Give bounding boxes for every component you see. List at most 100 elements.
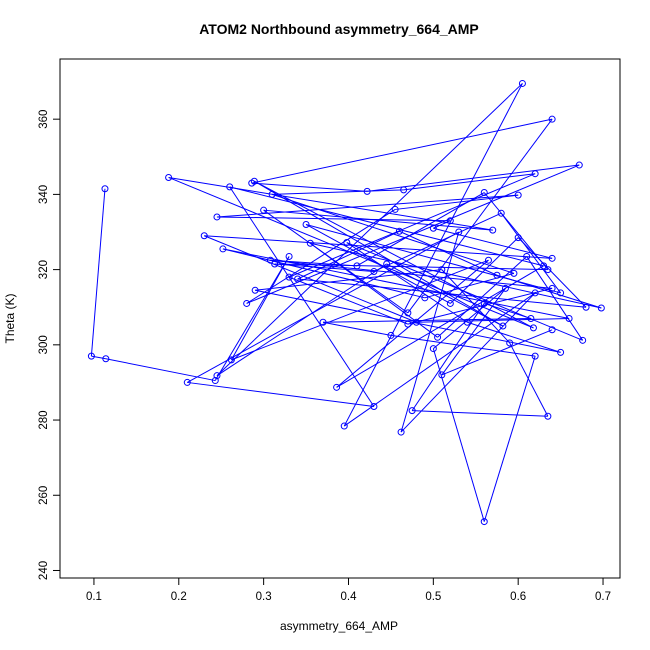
- data-point: [387, 331, 395, 339]
- data-point: [527, 315, 535, 322]
- data-point: [87, 352, 95, 360]
- data-point: [400, 186, 408, 194]
- series-line-segment: [411, 303, 485, 411]
- x-tick-label: 0.4: [340, 591, 357, 603]
- x-tick-label: 0.5: [425, 591, 441, 603]
- data-point: [102, 355, 110, 363]
- data-point: [319, 318, 327, 326]
- series-line-segment: [216, 194, 519, 218]
- series-line-segment: [229, 186, 544, 267]
- x-tick-label: 0.1: [86, 591, 102, 603]
- series-line-segment: [336, 265, 544, 388]
- series-line-segment: [437, 256, 528, 338]
- series-line-segment: [441, 329, 553, 376]
- data-series-layer: [87, 79, 605, 526]
- x-axis: 0.1 0.2 0.3 0.4 0.5 0.6 0.7: [86, 578, 611, 603]
- data-point: [463, 318, 471, 326]
- data-point: [557, 348, 565, 356]
- data-point: [489, 226, 497, 234]
- series-line-segment: [346, 242, 468, 323]
- series-line-segment: [90, 188, 106, 357]
- data-point: [484, 256, 492, 264]
- data-point: [306, 239, 314, 247]
- series-line-segment: [204, 235, 417, 323]
- data-point: [226, 183, 234, 191]
- series-line-segment: [517, 237, 587, 308]
- series-line-segment: [246, 164, 580, 304]
- data-point: [363, 187, 371, 195]
- series-line-segment: [274, 263, 374, 272]
- series-line-segment: [251, 182, 368, 192]
- data-point: [266, 256, 274, 264]
- y-tick-label: 320: [38, 260, 50, 279]
- series-line-segment: [346, 242, 583, 341]
- data-point: [497, 209, 505, 217]
- series-line-segment: [467, 321, 561, 353]
- series-line-segment: [187, 381, 375, 408]
- data-point: [544, 412, 552, 420]
- series-line-segment: [399, 230, 498, 276]
- data-point: [395, 227, 403, 235]
- data-point: [421, 294, 429, 302]
- series-line-segment: [500, 212, 562, 294]
- data-point: [251, 286, 259, 294]
- data-point: [165, 173, 173, 181]
- data-point: [408, 407, 416, 415]
- series-line-segment: [230, 256, 290, 361]
- data-point: [268, 190, 276, 198]
- series-line-segment: [168, 176, 493, 231]
- series-line-segment: [412, 410, 548, 417]
- y-tick-label: 240: [38, 561, 50, 580]
- series-line-segment: [272, 189, 404, 195]
- series-line-segment: [433, 227, 553, 259]
- series-line-segment: [483, 355, 536, 522]
- data-point: [446, 217, 454, 225]
- series-line-segment: [288, 173, 536, 278]
- data-point: [523, 252, 531, 260]
- y-tick-label: 280: [38, 410, 50, 429]
- series-line-segment: [449, 237, 519, 304]
- data-point: [340, 422, 348, 430]
- series-line-segment: [526, 256, 584, 341]
- series-line-segment: [297, 278, 587, 308]
- data-point: [438, 266, 446, 274]
- series-line-segment: [297, 230, 400, 280]
- series-line-segment: [305, 223, 561, 294]
- data-point: [518, 79, 526, 87]
- data-point: [412, 318, 420, 326]
- data-point: [294, 275, 302, 283]
- series-line-segment: [246, 209, 396, 304]
- data-point: [213, 372, 221, 380]
- series-line-segment: [509, 342, 549, 417]
- data-point: [404, 309, 412, 317]
- data-point: [548, 284, 556, 292]
- data-point: [101, 185, 109, 193]
- series-line-segment: [343, 292, 536, 427]
- series-line-segment: [407, 287, 553, 325]
- data-point: [499, 322, 507, 330]
- series-line-segment: [441, 269, 511, 344]
- series-line-segment: [251, 118, 553, 184]
- series-line-segment: [336, 259, 489, 388]
- series-line-segment: [416, 318, 570, 323]
- data-point: [493, 271, 501, 279]
- series-line-segment: [496, 274, 602, 309]
- series-line-segment: [216, 216, 451, 222]
- series-line-segment: [229, 186, 375, 407]
- series-line-segment: [231, 259, 489, 361]
- series-line-segment: [305, 224, 451, 304]
- data-point: [501, 284, 509, 292]
- chart-title: ATOM2 Northbound asymmetry_664_AMP: [199, 21, 479, 37]
- series-line-segment: [322, 321, 392, 336]
- data-point: [510, 269, 518, 277]
- data-point: [557, 289, 565, 297]
- y-axis: 240 260 280 300 320 340 360: [38, 110, 60, 580]
- data-point: [183, 378, 191, 386]
- y-tick-label: 360: [38, 110, 50, 129]
- series-line-segment: [222, 248, 425, 299]
- series-line-segment: [274, 263, 548, 271]
- data-point: [429, 345, 437, 353]
- data-point: [480, 518, 488, 526]
- plot-frame: [59, 58, 621, 579]
